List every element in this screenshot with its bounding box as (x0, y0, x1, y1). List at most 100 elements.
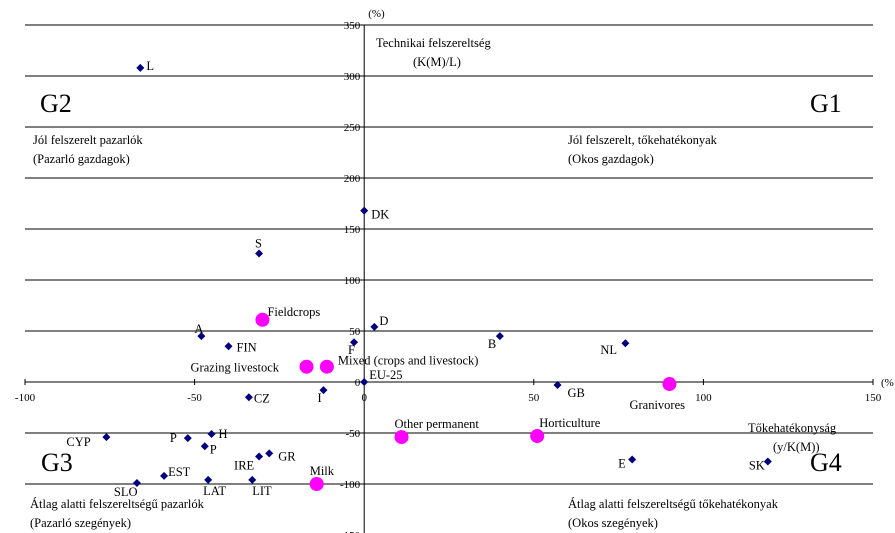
data-label: SK (749, 459, 765, 473)
tick-labels: -150 -100 -50 0 50 100 150 200 250 300 350 -100 -50 0… (15, 8, 894, 533)
data-label: CYP (66, 435, 90, 449)
data-label: Other permanent (395, 417, 480, 431)
y-tick-label: 250 (344, 122, 361, 134)
data-points (102, 63, 772, 491)
data-label: FIN (237, 340, 257, 354)
y-unit-label: (%) (368, 8, 385, 20)
data-label: GR (278, 449, 296, 463)
data-label: IRE (234, 458, 255, 472)
quadrant-g1-desc: (Okos gazdagok) (568, 152, 654, 166)
data-point (132, 478, 141, 487)
data-label: E (618, 457, 626, 471)
quadrant-g3-name: G3 (41, 448, 73, 477)
quadrant-g3-desc: (Pazarló szegények) (30, 516, 131, 530)
data-point (160, 471, 169, 480)
data-label: Mixed (crops and livestock) (338, 354, 479, 368)
gridlines (25, 24, 873, 485)
quadrant-g1-desc: Jól felszerelt, tőkehatékonyak (568, 133, 718, 147)
data-label: Fieldcrops (267, 305, 320, 319)
y-tick-label: -50 (346, 428, 361, 440)
data-point (204, 475, 213, 484)
data-label: LIT (252, 484, 272, 498)
y-tick-label: 200 (344, 173, 361, 185)
x-unit-label: (% (881, 377, 894, 389)
y-axis-subtitle: (K(M)/L) (413, 55, 461, 69)
data-label: I (317, 391, 321, 405)
data-label: S (255, 236, 262, 250)
x-axis-subtitle: (y/K(M)) (773, 440, 820, 454)
data-label: A (194, 322, 203, 336)
y-tick-label: -100 (340, 479, 361, 491)
data-label: GB (568, 386, 585, 400)
data-point (370, 322, 379, 331)
data-point (763, 457, 772, 466)
axes (24, 24, 874, 533)
quadrant-g1-name: G1 (810, 89, 842, 118)
data-point (662, 377, 677, 392)
x-tick-label: -100 (15, 392, 36, 404)
x-tick-label: 100 (695, 392, 712, 404)
data-label: LAT (203, 484, 226, 498)
data-point (553, 381, 562, 390)
data-point (200, 442, 209, 451)
data-label: CZ (254, 391, 270, 405)
data-point (530, 429, 545, 444)
y-tick-label: 150 (344, 224, 361, 236)
data-point (309, 477, 324, 491)
data-point (207, 430, 216, 439)
y-tick-label: 100 (344, 275, 361, 287)
data-label: H (219, 427, 228, 441)
data-point (360, 206, 369, 215)
data-label: D (379, 314, 388, 328)
data-point (255, 312, 270, 327)
data-point (183, 434, 192, 443)
quadrant-g4-name: G4 (810, 448, 842, 477)
data-label: Horticulture (539, 416, 601, 430)
data-point (136, 63, 145, 72)
data-label: L (146, 59, 154, 73)
data-point (255, 249, 264, 258)
data-label: P (170, 431, 177, 445)
data-point (319, 386, 328, 395)
data-point (244, 393, 253, 402)
data-point (265, 449, 274, 458)
data-label: EU-25 (369, 368, 402, 382)
data-label: SLO (114, 485, 138, 499)
y-tick-label: 350 (344, 20, 361, 32)
x-tick-label: -50 (187, 392, 202, 404)
data-label: Milk (310, 464, 335, 478)
quadrant-g2-name: G2 (40, 89, 72, 118)
data-point (255, 452, 264, 461)
y-tick-label: 300 (344, 71, 361, 83)
data-label: Granivores (629, 398, 685, 412)
y-tick-label: 0 (355, 377, 361, 389)
data-point (495, 332, 504, 341)
x-tick-label: 150 (865, 392, 882, 404)
data-point (197, 332, 206, 341)
data-point (394, 430, 409, 445)
data-point (628, 455, 637, 464)
data-point (360, 378, 369, 386)
data-point (319, 359, 334, 374)
quadrant-g4-desc: Átlag alatti felszereltségű tőkehatékony… (568, 497, 779, 511)
annotations: Technikai felszereltség (K(M)/L) Tőkehaték… (30, 36, 842, 530)
data-point (248, 475, 257, 484)
data-label: Grazing livestock (191, 361, 280, 375)
data-point (102, 433, 111, 442)
data-label: B (488, 337, 496, 351)
data-point (350, 338, 359, 347)
data-label: F (348, 343, 355, 357)
data-point (621, 339, 630, 348)
data-point (224, 342, 233, 351)
x-axis-title: Tőkehatékonyság (748, 421, 837, 435)
quadrant-g2-desc: Jól felszerelt pazarlók (33, 133, 143, 147)
y-axis-title: Technikai felszereltség (376, 36, 491, 50)
x-tick-label: 50 (528, 392, 540, 404)
data-label: DK (371, 208, 389, 222)
quadrant-g3-desc: Átlag alatti felszereltségű pazarlók (30, 497, 205, 511)
data-point (299, 359, 314, 374)
quadrant-g4-desc: (Okos szegények) (568, 516, 658, 530)
y-tick-label: 50 (349, 326, 361, 338)
